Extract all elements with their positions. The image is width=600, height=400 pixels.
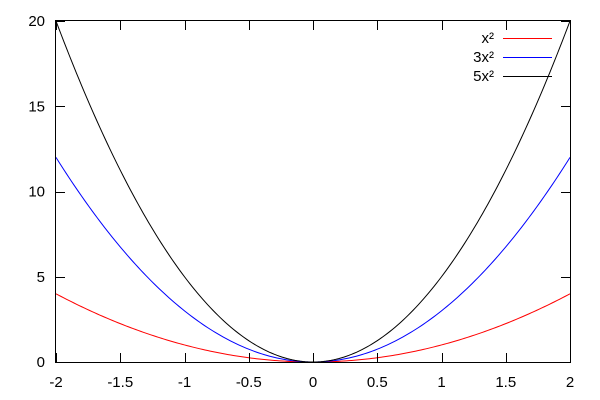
legend: x² 3x² 5x² (473, 30, 552, 85)
y-tick-label: 5 (37, 269, 45, 286)
x-tick-label: 2 (566, 374, 574, 391)
series-line-2 (55, 157, 571, 363)
x-tick-label: -1.5 (107, 374, 133, 391)
x-tick-label: 0.5 (367, 374, 388, 391)
y-tick-label: 10 (28, 184, 45, 201)
legend-label: 3x² (473, 49, 494, 66)
series-line-1 (55, 293, 571, 363)
legend-label: 5x² (473, 68, 494, 85)
x-tick-label: -0.5 (236, 374, 262, 391)
x-tick-label: 1 (437, 374, 445, 391)
legend-label: x² (482, 30, 495, 47)
y-tick-label: 15 (28, 98, 45, 115)
x-tick-label: -2 (49, 374, 62, 391)
x-tick-label: -1 (178, 374, 191, 391)
y-tick-label: 0 (37, 354, 45, 371)
x-tick-label: 1.5 (495, 374, 516, 391)
x-tick-label: 0 (309, 374, 317, 391)
plot-frame (55, 20, 571, 363)
y-tick-label: 20 (28, 13, 45, 30)
